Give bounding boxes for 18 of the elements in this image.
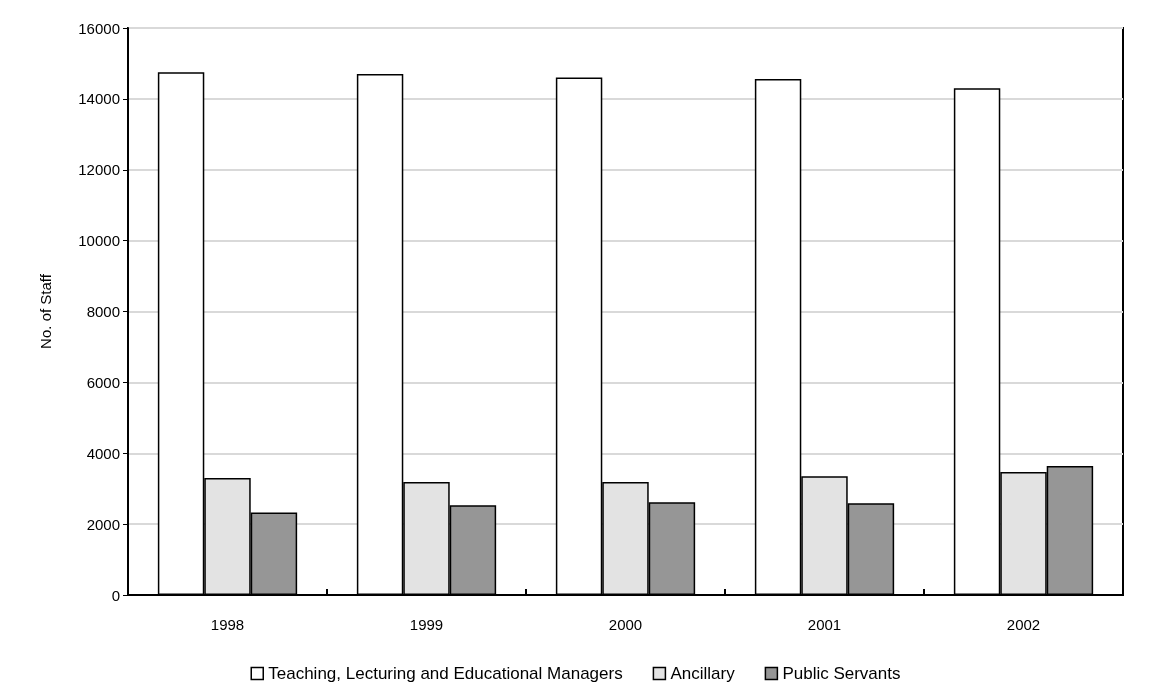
y-tick-label: 6000 (86, 373, 120, 391)
y-tick-label: 16000 (78, 19, 120, 37)
y-tick-label: 4000 (86, 444, 120, 462)
x-tick-label: 2002 (1006, 616, 1041, 633)
x-tick-label: 1998 (210, 616, 245, 633)
y-tick-label: 12000 (78, 161, 120, 179)
y-axis-title: No. of Staff (37, 273, 54, 349)
x-tick-label: 2001 (807, 616, 842, 633)
y-tick-label: 2000 (86, 515, 120, 533)
legend-label: Public Servants (782, 664, 901, 683)
x-tick-label: 1999 (409, 616, 444, 633)
x-tick-label: 2000 (608, 616, 643, 633)
y-tick-label: 10000 (78, 232, 120, 250)
legend-label: Ancillary (670, 664, 736, 683)
y-tick-label: 14000 (78, 90, 120, 108)
legend-label: Teaching, Lecturing and Educational Managers (268, 664, 623, 683)
y-tick-label: 8000 (86, 303, 120, 320)
y-tick-label: 0 (111, 586, 120, 604)
